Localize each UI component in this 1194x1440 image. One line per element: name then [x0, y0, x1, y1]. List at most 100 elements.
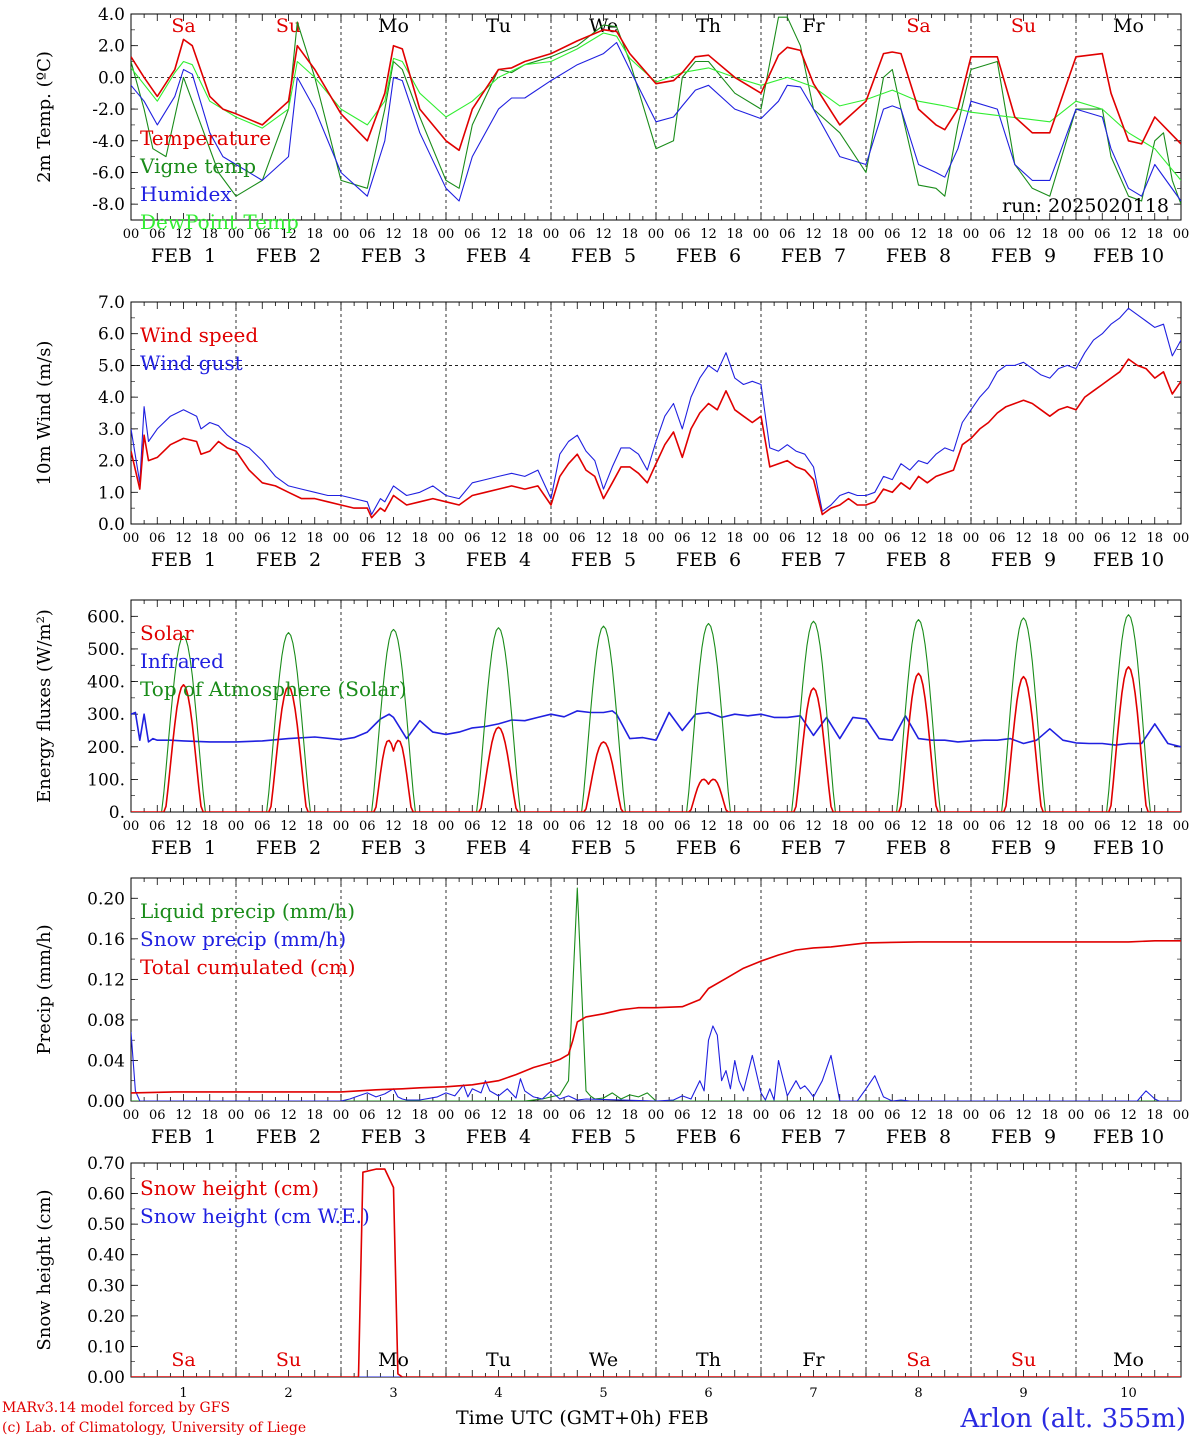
hour-label: 12 — [1015, 1108, 1032, 1123]
hour-label: 06 — [254, 819, 271, 834]
hour-label: 18 — [306, 531, 323, 546]
hour-label: 12 — [910, 531, 927, 546]
day-name-label: Mo — [1113, 15, 1144, 37]
hour-label: 06 — [674, 531, 691, 546]
hour-label: 00 — [333, 1108, 350, 1123]
hour-label: 18 — [831, 1108, 848, 1123]
hour-label: 12 — [1120, 1108, 1137, 1123]
legend-entry: Snow height (cm) — [140, 1176, 319, 1200]
day-name-label: Tu — [486, 1349, 511, 1371]
hour-label: 00 — [333, 819, 350, 834]
hour-label: 00 — [1068, 531, 1085, 546]
legend-entry: Total cumulated (cm) — [140, 955, 356, 979]
date-label: FEB 7 — [781, 245, 846, 267]
x-axis-month: FEB — [667, 1407, 709, 1429]
day-number-label: 6 — [704, 1386, 712, 1401]
date-label: FEB 10 — [1093, 1126, 1164, 1148]
y-tick-label: 7.0 — [98, 293, 125, 313]
legend-entry: Solar — [140, 621, 194, 645]
hour-label: 12 — [385, 1108, 402, 1123]
day-name-label: Su — [1011, 15, 1036, 37]
hour-label: 12 — [490, 819, 507, 834]
y-tick-label: -8.0 — [92, 195, 125, 215]
date-label: FEB 2 — [256, 1126, 321, 1148]
hour-label: 18 — [936, 531, 953, 546]
hour-label: 00 — [1068, 227, 1085, 242]
y-tick-label: 2.0 — [98, 452, 125, 472]
series-line-wind-speed — [131, 358, 1181, 519]
hour-label: 06 — [149, 1108, 166, 1123]
hour-label: 18 — [621, 227, 638, 242]
hour-label: 00 — [228, 531, 245, 546]
hour-label: 00 — [543, 1108, 560, 1123]
hour-label: 00 — [648, 227, 665, 242]
series-line-temperature — [131, 29, 1181, 152]
hour-label: 18 — [726, 1108, 743, 1123]
legend-entry: Top of Atmosphere (Solar) — [140, 677, 407, 701]
y-tick-label: 0.40 — [87, 1246, 125, 1266]
hour-label: 18 — [516, 531, 533, 546]
hour-label: 18 — [1041, 227, 1058, 242]
hour-label: 18 — [1041, 531, 1058, 546]
hour-label: 00 — [123, 227, 140, 242]
hour-label: 00 — [648, 819, 665, 834]
hour-label: 06 — [359, 819, 376, 834]
y-tick-label: 300. — [87, 705, 125, 725]
hour-label: 18 — [726, 531, 743, 546]
hour-label: 12 — [910, 1108, 927, 1123]
hour-label: 06 — [464, 531, 481, 546]
y-tick-label: 0.60 — [87, 1185, 125, 1205]
hour-label: 06 — [1094, 227, 1111, 242]
hour-label: 06 — [1094, 531, 1111, 546]
day-name-label: Su — [276, 15, 301, 37]
hour-label: 18 — [1146, 227, 1163, 242]
y-tick-label: 0.16 — [87, 930, 125, 950]
station-name: Arlon (alt. 355m) — [960, 1404, 1186, 1434]
hour-label: 06 — [884, 531, 901, 546]
hour-label: 18 — [1041, 1108, 1058, 1123]
hour-label: 18 — [516, 1108, 533, 1123]
series-line-dewpoint-temp — [131, 32, 1181, 181]
hour-label: 00 — [438, 227, 455, 242]
hour-label: 18 — [201, 819, 218, 834]
model-credit-line: MARv3.14 model forced by GFS — [2, 1400, 231, 1416]
y-tick-label: 0.08 — [87, 1011, 125, 1031]
hour-label: 18 — [201, 531, 218, 546]
date-label: FEB 8 — [886, 549, 951, 571]
hour-label: 00 — [228, 227, 245, 242]
hour-label: 06 — [779, 1108, 796, 1123]
y-tick-label: 4.0 — [98, 388, 125, 408]
hour-label: 06 — [989, 1108, 1006, 1123]
hour-label: 18 — [726, 819, 743, 834]
hour-label: 12 — [805, 227, 822, 242]
hour-label: 12 — [280, 531, 297, 546]
date-label: FEB 7 — [781, 837, 846, 859]
date-label: FEB 5 — [571, 837, 636, 859]
hour-label: 06 — [884, 227, 901, 242]
series-line-total-cumulated-cm- — [131, 940, 1181, 1094]
date-label: FEB 4 — [466, 245, 531, 267]
hour-label: 12 — [805, 531, 822, 546]
legend-entry: Liquid precip (mm/h) — [140, 899, 355, 923]
hour-label: 18 — [831, 531, 848, 546]
y-tick-label: 6.0 — [98, 325, 125, 345]
hour-label: 00 — [228, 1108, 245, 1123]
hour-label: 12 — [805, 1108, 822, 1123]
series-line-vigne-temp — [131, 16, 1181, 205]
hour-label: 00 — [648, 531, 665, 546]
hour-label: 06 — [884, 819, 901, 834]
day-name-label: Su — [1011, 1349, 1036, 1371]
hour-label: 06 — [1094, 1108, 1111, 1123]
day-name-label: Sa — [171, 15, 195, 37]
hour-label: 12 — [385, 531, 402, 546]
hour-label: 00 — [1173, 531, 1190, 546]
y-tick-label: -2.0 — [92, 100, 125, 120]
date-label: FEB 3 — [361, 837, 426, 859]
y-tick-label: 200. — [87, 738, 125, 758]
date-label: FEB 9 — [991, 1126, 1056, 1148]
hour-label: 06 — [674, 1108, 691, 1123]
day-name-label: Th — [696, 15, 721, 37]
lab-credit-line: (c) Lab. of Climatology, University of L… — [2, 1420, 307, 1436]
hour-label: 18 — [516, 819, 533, 834]
hour-label: 18 — [201, 227, 218, 242]
